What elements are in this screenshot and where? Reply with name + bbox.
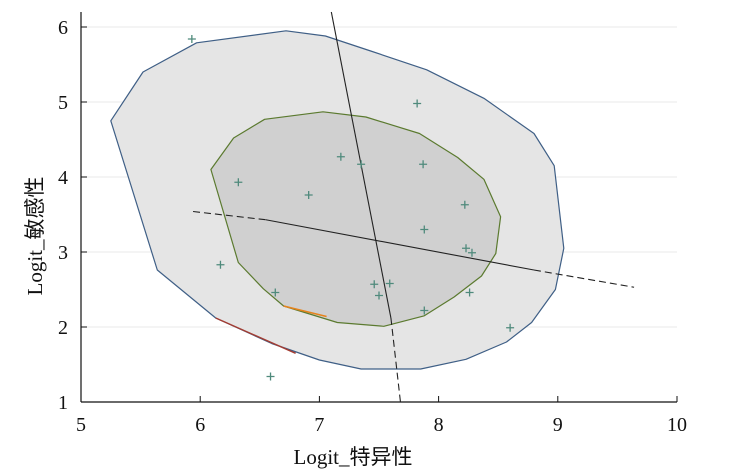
data-point	[357, 160, 366, 169]
data-point	[370, 280, 379, 289]
y-axis-title: Logit_敏感性	[23, 177, 47, 296]
data-point	[460, 200, 469, 209]
x-tick-label: 8	[434, 414, 444, 436]
data-point	[375, 291, 383, 300]
axes	[80, 12, 678, 403]
prediction-region-highlight	[215, 317, 296, 354]
y-tick-label: 1	[58, 392, 68, 414]
tick-labels: 5 6 7 8 9 10 1 2 3 4 5 6	[58, 17, 687, 436]
data-point	[419, 160, 428, 169]
y-tick-label: 6	[58, 17, 68, 39]
y-tick-label: 3	[58, 242, 68, 264]
data-point	[506, 323, 515, 332]
x-tick-label: 7	[314, 414, 324, 436]
data-point	[462, 244, 471, 253]
horizontal-regression-line-extension-left	[192, 210, 266, 221]
confidence-regions	[110, 30, 565, 370]
data-point	[234, 178, 243, 187]
data-point	[420, 225, 429, 234]
y-tick-label: 5	[58, 92, 68, 114]
data-point	[413, 99, 422, 108]
confidence-region-highlight	[283, 305, 327, 318]
horizontal-regression-line-extension-right	[533, 269, 635, 288]
x-axis-title: Logit_特异性	[294, 445, 413, 469]
data-point	[187, 35, 196, 43]
y-tick-label: 2	[58, 317, 68, 339]
x-tick-label: 9	[553, 414, 563, 436]
data-points	[187, 35, 515, 381]
data-point	[216, 260, 225, 269]
x-tick-label: 6	[195, 414, 205, 436]
horizontal-regression-line	[265, 219, 535, 271]
data-point	[271, 288, 280, 297]
data-point	[467, 248, 476, 257]
x-tick-label: 5	[76, 414, 86, 436]
data-point	[266, 372, 275, 381]
data-point	[385, 279, 394, 288]
data-point	[304, 191, 313, 199]
y-tick-label: 4	[58, 167, 68, 189]
data-point	[420, 306, 429, 315]
data-point	[336, 152, 345, 161]
data-point	[465, 288, 474, 297]
vertical-regression-line-extension	[390, 317, 402, 403]
x-tick-label: 10	[667, 414, 687, 436]
